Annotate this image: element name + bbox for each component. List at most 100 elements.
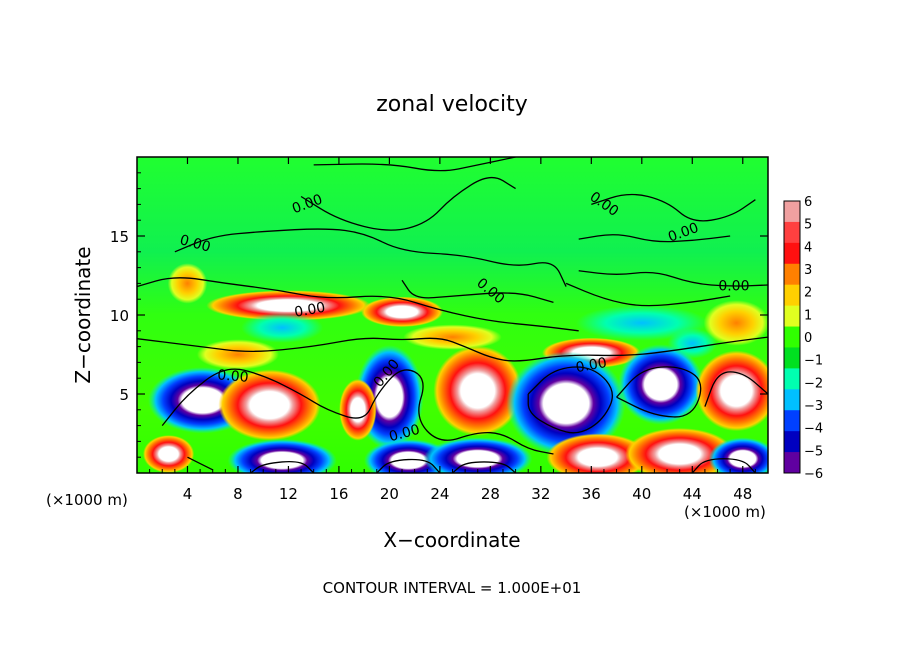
- weak-field-blob: [403, 324, 502, 350]
- zero-contour-line: [616, 366, 702, 418]
- colorbar-segment: [784, 242, 800, 265]
- colorbar-frame: [783, 200, 801, 474]
- zero-contour-line: [704, 371, 768, 407]
- x-unit-left: (×1000 m): [46, 491, 128, 509]
- colorbar-segment: [784, 263, 800, 286]
- zero-contour-line: [250, 460, 315, 473]
- zero-contour-line: [137, 277, 579, 332]
- zero-contour-line: [578, 234, 731, 243]
- zero-contour-line: [578, 270, 768, 287]
- x-tick-label: 40: [632, 485, 651, 503]
- contour-label: 0.00: [293, 300, 326, 321]
- x-tick-label: 28: [481, 485, 500, 503]
- contour-interval-note: CONTOUR INTERVAL = 1.000E+01: [323, 579, 582, 597]
- colorbar-tick-label: −4: [804, 422, 823, 437]
- zero-contour-line: [300, 176, 516, 231]
- strong-field-blob: [227, 439, 337, 473]
- colorbar-segment: [784, 452, 800, 474]
- colorbar-tick-label: −1: [804, 354, 823, 369]
- weak-field-blob: [703, 300, 768, 346]
- colorbar-tick-label: −5: [804, 444, 823, 459]
- weak-field-blob: [196, 339, 279, 370]
- strong-field-blob: [546, 433, 649, 473]
- strong-field-blob: [708, 437, 768, 473]
- zero-contour-line: [376, 458, 441, 473]
- weak-field-blob: [361, 296, 444, 328]
- zero-contour-line: [313, 157, 516, 172]
- colorbar-segment: [784, 410, 800, 432]
- x-tick-label: 44: [683, 485, 702, 503]
- x-tick-label: 48: [733, 485, 752, 503]
- strong-field-blob: [142, 435, 195, 473]
- strong-field-blob: [423, 437, 533, 473]
- colorbar-tick-label: −2: [804, 376, 823, 391]
- strong-field-blob: [433, 345, 523, 436]
- zero-contour-line: [452, 461, 517, 473]
- colorbar-tick-label: 4: [804, 240, 812, 255]
- x-tick-label: 32: [531, 485, 550, 503]
- contour-layer: [137, 157, 768, 473]
- x-tick-label: 8: [233, 485, 243, 503]
- colorbar-segment: [784, 221, 800, 244]
- weak-field-layer: [167, 263, 768, 370]
- y-tick-label: 15: [110, 228, 129, 246]
- x-tick-label: 20: [380, 485, 399, 503]
- strong-field-blob: [625, 427, 735, 473]
- x-unit-right: (×1000 m): [684, 503, 766, 521]
- strong-field-blob: [218, 369, 321, 441]
- y-axis-label: Z−coordinate: [71, 246, 95, 383]
- colorbar-segment: [784, 389, 800, 411]
- zero-contour-line: [691, 458, 756, 473]
- y-tick-label: 10: [110, 307, 129, 325]
- chart-title: zonal velocity: [376, 92, 528, 117]
- weak-field-blob: [167, 263, 208, 304]
- weak-field-blob: [576, 305, 708, 341]
- zero-contour-line: [401, 279, 554, 303]
- zero-contour-line: [187, 456, 214, 471]
- strong-field-blob: [339, 378, 377, 441]
- colorbar-tick-label: 0: [804, 331, 812, 346]
- colorbar-segment: [784, 305, 800, 328]
- colorbar-tick-label: 3: [804, 263, 812, 278]
- contour-label: 0.00: [575, 355, 608, 376]
- zero-contour-line: [565, 282, 731, 307]
- strong-field-layer: [142, 344, 768, 473]
- colorbar-segment: [784, 347, 800, 369]
- contour-label: 0.00: [178, 232, 212, 256]
- x-tick-label: 24: [430, 485, 449, 503]
- zero-contour-line: [161, 368, 554, 455]
- y-axis: 5 10 15: [110, 172, 768, 458]
- strong-field-blob: [618, 344, 704, 425]
- x-tick-label: 36: [582, 485, 601, 503]
- colorbar-tick-label: −3: [804, 399, 823, 414]
- contour-label: 0.00: [718, 279, 749, 295]
- contour-label: 0.00: [387, 422, 421, 446]
- colorbar-segment: [784, 326, 800, 348]
- colorbar-segment: [784, 201, 800, 223]
- colorbar-tick-label: 1: [804, 308, 812, 323]
- x-axis-label: X−coordinate: [383, 528, 520, 552]
- strong-field-blob: [695, 350, 768, 432]
- weak-field-blob: [241, 312, 324, 343]
- x-axis: 4 8 12 16 20 24 28 32 36 40 44 48: [149, 157, 756, 503]
- contour-label: 0.00: [217, 367, 249, 386]
- y-tick-label: 5: [119, 386, 129, 404]
- x-tick-label: 16: [329, 485, 348, 503]
- colorbar-segment: [784, 284, 800, 307]
- colorbar-segment: [784, 431, 800, 453]
- zero-contour-line: [174, 228, 567, 287]
- colorbar-tick-label: 5: [804, 218, 812, 233]
- colorbar-tick-label: −6: [804, 467, 823, 482]
- zero-contour-line: [527, 366, 613, 434]
- strong-field-blob: [506, 351, 626, 456]
- zero-contour-line: [591, 193, 756, 222]
- colorbar-segment: [784, 368, 800, 390]
- colorbar-tick-label: 6: [804, 195, 812, 210]
- zero-contour-line: [137, 336, 768, 362]
- plot-area: 0.000.000.000.00 0.000.000.000.000.000.00…: [137, 157, 768, 473]
- x-tick-label: 4: [183, 485, 193, 503]
- colorbar-tick-label: 2: [804, 286, 812, 301]
- x-tick-label: 12: [279, 485, 298, 503]
